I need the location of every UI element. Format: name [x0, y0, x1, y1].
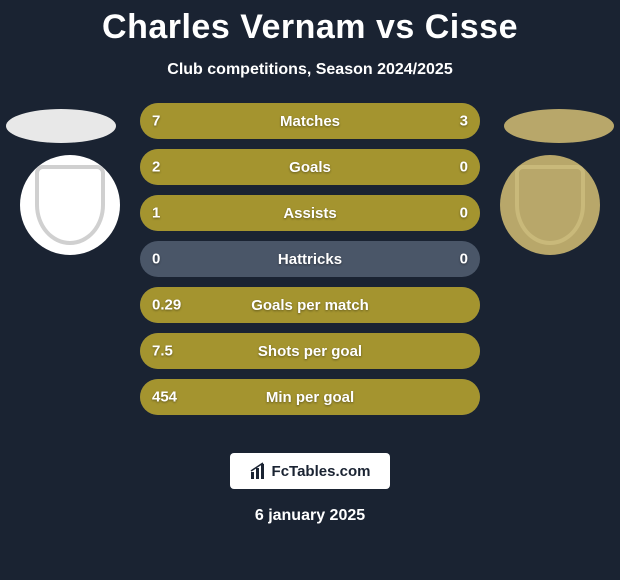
stat-label: Min per goal: [266, 389, 354, 406]
stat-label: Hattricks: [278, 251, 342, 268]
ellipse-right: [504, 109, 614, 143]
stat-value-left: 0.29: [152, 297, 181, 314]
stat-row: 7.5 Shots per goal: [140, 333, 480, 369]
team-badge-left: [20, 155, 120, 255]
stat-label: Assists: [283, 205, 336, 222]
stat-value-left: 0: [152, 251, 160, 268]
stat-label: Goals per match: [251, 297, 369, 314]
stat-value-right: 0: [460, 251, 468, 268]
stat-label: Goals: [289, 159, 331, 176]
crest-right-icon: [515, 165, 585, 245]
page-title: Charles Vernam vs Cisse: [0, 0, 620, 47]
stat-row: 0 Hattricks 0: [140, 241, 480, 277]
subtitle: Club competitions, Season 2024/2025: [0, 61, 620, 79]
stat-row: 2 Goals 0: [140, 149, 480, 185]
footer-date: 6 january 2025: [0, 507, 620, 525]
stat-value-left: 454: [152, 389, 177, 406]
ellipse-left: [6, 109, 116, 143]
stat-value-right: 0: [460, 159, 468, 176]
brand-text: FcTables.com: [272, 463, 371, 480]
stats-list: 7 Matches 3 2 Goals 0 1 Assists 0 0 Hattricks 0 0.29…: [140, 103, 480, 415]
stat-row: 454 Min per goal: [140, 379, 480, 415]
stat-row: 0.29 Goals per match: [140, 287, 480, 323]
team-badge-right: [500, 155, 600, 255]
stat-value-right: 3: [460, 113, 468, 130]
chart-icon: [250, 462, 268, 480]
bar-left: [140, 103, 378, 139]
stat-label: Shots per goal: [258, 343, 362, 360]
stat-value-left: 7: [152, 113, 160, 130]
stat-row: 1 Assists 0: [140, 195, 480, 231]
stat-value-left: 1: [152, 205, 160, 222]
stat-value-left: 7.5: [152, 343, 173, 360]
stat-value-left: 2: [152, 159, 160, 176]
stat-label: Matches: [280, 113, 340, 130]
brand-badge: FcTables.com: [230, 453, 390, 489]
stat-row: 7 Matches 3: [140, 103, 480, 139]
comparison-arena: 7 Matches 3 2 Goals 0 1 Assists 0 0 Hattricks 0 0.29…: [0, 103, 620, 423]
stat-value-right: 0: [460, 205, 468, 222]
crest-left-icon: [35, 165, 105, 245]
